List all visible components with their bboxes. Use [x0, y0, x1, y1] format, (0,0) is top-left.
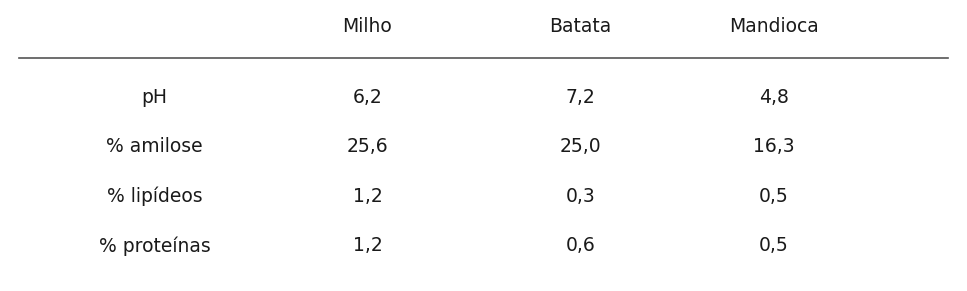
Text: % proteínas: % proteínas [99, 236, 211, 256]
Text: % lipídeos: % lipídeos [107, 187, 202, 206]
Text: 25,0: 25,0 [559, 137, 601, 157]
Text: 1,2: 1,2 [353, 236, 382, 255]
Text: 0,5: 0,5 [759, 236, 788, 255]
Text: pH: pH [142, 88, 167, 107]
Text: 0,5: 0,5 [759, 187, 788, 206]
Text: % amilose: % amilose [106, 137, 203, 157]
Text: 0,6: 0,6 [566, 236, 595, 255]
Text: Mandioca: Mandioca [729, 17, 818, 36]
Text: Milho: Milho [342, 17, 393, 36]
Text: 4,8: 4,8 [759, 88, 788, 107]
Text: 6,2: 6,2 [353, 88, 382, 107]
Text: 0,3: 0,3 [566, 187, 595, 206]
Text: 7,2: 7,2 [566, 88, 595, 107]
Text: 16,3: 16,3 [752, 137, 795, 157]
Text: Batata: Batata [549, 17, 611, 36]
Text: 25,6: 25,6 [346, 137, 389, 157]
Text: 1,2: 1,2 [353, 187, 382, 206]
